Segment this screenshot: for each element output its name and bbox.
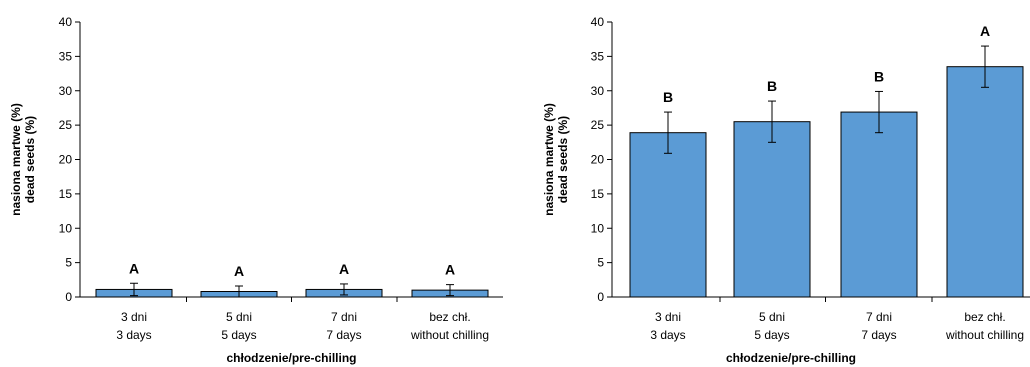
x-tick-label: 5 dni <box>226 310 252 324</box>
significance-letter: B <box>663 89 673 105</box>
x-axis-title: chłodzenie/pre-chilling <box>726 351 856 365</box>
x-tick-label: without chilling <box>945 328 1024 342</box>
significance-letter: B <box>874 68 884 84</box>
chart-panel-2: 0 5 10 15 20 25 30 35 40 B 3 dni 3 days B 5 dni 5 days… <box>542 15 1030 365</box>
y-tick-label: 15 <box>59 187 73 201</box>
significance-letter: A <box>445 262 455 278</box>
y-tick-label: 25 <box>591 118 605 132</box>
y-tick-label: 25 <box>59 118 73 132</box>
y-tick-label: 5 <box>65 256 72 270</box>
x-tick-label: bez chł. <box>429 310 470 324</box>
y-tick-label: 40 <box>591 15 605 29</box>
chart-panel-1: 0 5 10 15 20 25 30 35 40 A 3 dni 3 days A 5 dni 5 days… <box>9 15 503 365</box>
y-tick-label: 20 <box>59 153 73 167</box>
x-tick-label: 7 dni <box>331 310 357 324</box>
x-tick-label: 7 dni <box>866 310 892 324</box>
y-tick-label: 20 <box>591 153 605 167</box>
significance-letter: A <box>234 263 244 279</box>
bar <box>840 111 918 298</box>
x-tick-label: 3 dni <box>655 310 681 324</box>
y-tick-label: 10 <box>591 221 605 235</box>
bar <box>946 66 1024 298</box>
y-tick-label: 35 <box>59 49 73 63</box>
y-tick-label: 30 <box>59 84 73 98</box>
significance-letter: A <box>129 260 139 276</box>
x-tick-label: 7 days <box>326 328 361 342</box>
y-tick-label: 15 <box>591 187 605 201</box>
x-tick-label: without chilling <box>410 328 489 342</box>
x-tick-label: 7 days <box>861 328 896 342</box>
x-tick-label: 5 dni <box>759 310 785 324</box>
y-tick-label: 0 <box>65 290 72 304</box>
bar <box>629 132 707 298</box>
x-tick-label: bez chł. <box>964 310 1005 324</box>
y-tick-label: 5 <box>597 256 604 270</box>
y-tick-label: 10 <box>59 221 73 235</box>
significance-letter: A <box>980 23 990 39</box>
x-tick-label: 5 days <box>221 328 256 342</box>
y-tick-label: 30 <box>591 84 605 98</box>
y-tick-label: 0 <box>597 290 604 304</box>
x-tick-label: 5 days <box>754 328 789 342</box>
x-tick-label: 3 days <box>116 328 151 342</box>
y-axis-title: nasiona martwe (%) <box>9 103 23 216</box>
significance-letter: B <box>767 78 777 94</box>
bar <box>733 121 811 298</box>
y-tick-label: 35 <box>591 49 605 63</box>
x-tick-label: 3 days <box>650 328 685 342</box>
x-tick-label: 3 dni <box>121 310 147 324</box>
x-axis-title: chłodzenie/pre-chilling <box>226 351 356 365</box>
y-axis-title: dead seeds (%) <box>23 116 37 203</box>
y-axis-title: nasiona martwe (%) <box>542 103 556 216</box>
y-tick-label: 40 <box>59 15 73 29</box>
significance-letter: A <box>339 261 349 277</box>
y-axis-title: dead seeds (%) <box>556 116 570 203</box>
